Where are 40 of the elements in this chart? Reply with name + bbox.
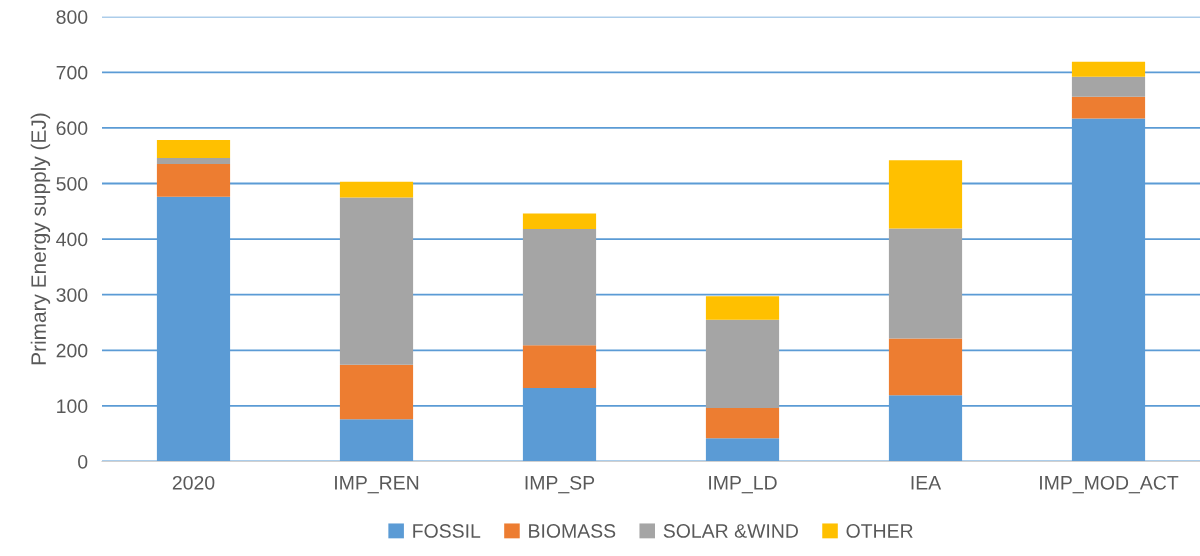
- bar: [339, 364, 414, 420]
- bar: [888, 228, 963, 339]
- x-tick-label: IEA: [911, 476, 942, 490]
- bar: [705, 319, 780, 409]
- y-tick-label: 400: [56, 232, 88, 247]
- y-tick-label: 200: [56, 343, 88, 358]
- y-tick-label: 800: [56, 10, 88, 24]
- x-tick-label: IMP_SP: [525, 475, 595, 494]
- bar: [156, 164, 231, 197]
- y-tick-label: 100: [57, 399, 88, 414]
- x-tick-label: IMP_LD: [709, 476, 777, 494]
- bar: [705, 408, 780, 439]
- bar: [705, 296, 780, 320]
- x-tick-label: IMP_REN: [335, 476, 419, 494]
- bar: [1071, 61, 1146, 77]
- bar: [339, 181, 414, 198]
- legend-label: OTHER: [846, 524, 913, 538]
- bar: [339, 197, 414, 365]
- bar: [1071, 76, 1146, 97]
- bar: [156, 140, 231, 158]
- y-tick-label: 300: [56, 288, 88, 302]
- bar: [888, 338, 963, 396]
- bar: [522, 345, 597, 389]
- y-tick-label: 500: [56, 176, 88, 191]
- bar: [888, 160, 963, 229]
- bar: [1071, 96, 1146, 119]
- bar: [705, 438, 780, 462]
- bar: [522, 213, 597, 230]
- bar: [156, 157, 231, 165]
- legend-label: BIOMASS: [529, 524, 616, 538]
- y-tick-label: 0: [78, 454, 88, 469]
- y-axis-title: Primary Energy supply (EJ): [30, 113, 51, 365]
- x-tick-label: IMP_MOD_ACT: [1040, 475, 1179, 494]
- legend-label: FOSSIL: [413, 524, 481, 538]
- x-tick-label: 2020: [172, 475, 215, 490]
- legend-label: SOLAR &WIND: [663, 524, 798, 538]
- y-tick-label: 600: [56, 121, 88, 136]
- bar: [522, 229, 597, 346]
- y-tick-label: 700: [56, 65, 88, 80]
- bar: [339, 419, 414, 462]
